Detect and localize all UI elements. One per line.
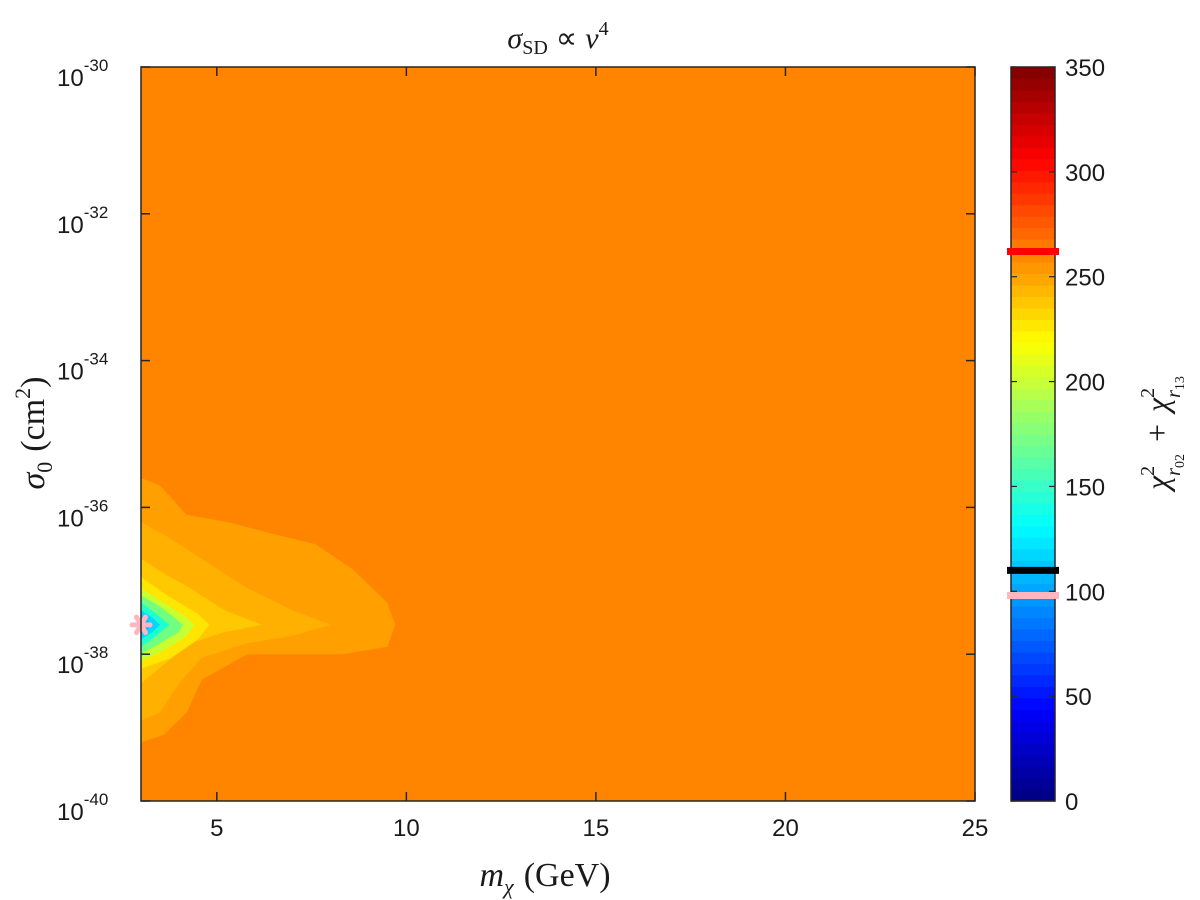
- colorbar-swatch: [1011, 319, 1055, 332]
- colorbar-tick-label: 300: [1065, 160, 1105, 187]
- colorbar-swatch: [1011, 663, 1055, 676]
- colorbar-swatch: [1011, 502, 1055, 515]
- contour-fill-background: [141, 67, 975, 801]
- y-tick-label: 10-40: [57, 790, 108, 826]
- colorbar-tick-label: 50: [1065, 684, 1092, 711]
- colorbar-swatch: [1011, 628, 1055, 642]
- colorbar-swatch: [1011, 674, 1055, 687]
- colorbar-swatch: [1011, 296, 1055, 309]
- colorbar-swatch: [1011, 778, 1055, 791]
- colorbar-label: χ2 r02+χ2 r13: [1137, 376, 1188, 493]
- colorbar-swatch: [1011, 606, 1055, 619]
- colorbar-tick-label: 150: [1065, 474, 1105, 501]
- colorbar-swatch: [1011, 479, 1055, 492]
- colorbar-swatch: [1011, 353, 1055, 366]
- colorbar-swatch: [1011, 261, 1055, 275]
- colorbar-swatch: [1011, 709, 1055, 722]
- colorbar-swatch: [1011, 755, 1055, 768]
- x-axis-label: mχ (GeV): [479, 857, 610, 899]
- colorbar-swatch: [1011, 651, 1055, 664]
- colorbar-swatch: [1011, 445, 1055, 458]
- colorbar-swatch: [1011, 789, 1055, 802]
- colorbar-swatch: [1011, 342, 1055, 355]
- colorbar-swatch: [1011, 307, 1055, 320]
- x-tick-label: 20: [772, 815, 799, 842]
- colorbar-tick-label: 350: [1065, 55, 1105, 82]
- colorbar-swatch: [1011, 193, 1055, 206]
- colorbar-swatch: [1011, 617, 1055, 630]
- colorbar-swatch: [1011, 89, 1055, 103]
- colorbar-frame: [1010, 66, 1056, 802]
- colorbar-swatch: [1011, 468, 1055, 481]
- colorbar-swatch: [1011, 525, 1055, 538]
- chart-title: σSD ∝ v4: [507, 18, 608, 59]
- colorbar-swatch: [1011, 273, 1055, 286]
- axes-layer: 5 10 15 20 25 10-30 10-32 10-34 10-36 10-38 10-40: [57, 56, 988, 842]
- colorbar-swatch: [1011, 284, 1055, 297]
- colorbar-swatch: [1011, 78, 1055, 91]
- colorbar-swatch: [1011, 216, 1055, 229]
- x-tick-label: 5: [210, 815, 223, 842]
- colorbar-swatch: [1011, 411, 1055, 424]
- colorbar-swatch: [1011, 686, 1055, 699]
- colorbar-swatch: [1011, 124, 1055, 137]
- colorbar-swatch: [1011, 67, 1055, 80]
- colorbar-swatch: [1011, 537, 1055, 550]
- colorbar-swatch: [1011, 101, 1055, 114]
- colorbar-swatch: [1011, 399, 1055, 412]
- colorbar-swatch: [1011, 376, 1055, 389]
- colorbar-swatch: [1011, 330, 1055, 343]
- colorbar-swatch: [1011, 204, 1055, 217]
- colorbar-swatch: [1011, 640, 1055, 653]
- colorbar-swatch: [1011, 732, 1055, 745]
- colorbar-swatch: [1011, 158, 1055, 171]
- colorbar: 0 50 100 150 200 250 300 350: [1007, 55, 1105, 816]
- colorbar-swatch: [1011, 388, 1055, 401]
- colorbar-swatch: [1011, 147, 1055, 160]
- colorbar-swatch: [1011, 112, 1055, 125]
- colorbar-swatch: [1011, 720, 1055, 733]
- x-tick-label: 15: [583, 815, 610, 842]
- colorbar-swatch: [1011, 170, 1055, 183]
- colorbar-swatch: [1011, 434, 1055, 447]
- colorbar-swatch: [1011, 514, 1055, 527]
- y-tick-label: 10-36: [57, 496, 108, 532]
- y-axis-label: σ0(cm2): [10, 377, 57, 490]
- colorbar-swatch: [1011, 456, 1055, 470]
- colorbar-swatch: [1011, 135, 1055, 148]
- y-tick-label: 10-34: [57, 350, 108, 386]
- colorbar-swatch: [1011, 491, 1055, 504]
- colorbar-swatch: [1011, 743, 1055, 756]
- colorbar-swatch: [1011, 548, 1055, 561]
- x-tick-label: 10: [393, 815, 420, 842]
- colorbar-tick-label: 200: [1065, 370, 1105, 397]
- y-tick-label: 10-32: [57, 203, 108, 239]
- y-tick-label: 10-30: [57, 56, 108, 92]
- plot-frame: [140, 66, 976, 802]
- colorbar-swatch: [1011, 422, 1055, 435]
- colorbar-swatch: [1011, 227, 1055, 240]
- colorbar-swatch: [1011, 766, 1055, 779]
- colorbar-swatch: [1011, 181, 1055, 194]
- contour-layer: [141, 67, 975, 801]
- y-tick-label: 10-38: [57, 643, 108, 679]
- colorbar-swatch: [1011, 365, 1055, 378]
- x-tick-label: 25: [962, 815, 989, 842]
- colorbar-tick-label: 100: [1065, 579, 1105, 606]
- colorbar-tick-label: 0: [1065, 789, 1078, 816]
- colorbar-swatch: [1011, 697, 1055, 710]
- colorbar-tick-label: 250: [1065, 265, 1105, 292]
- colorbar-swatch: [1011, 571, 1055, 584]
